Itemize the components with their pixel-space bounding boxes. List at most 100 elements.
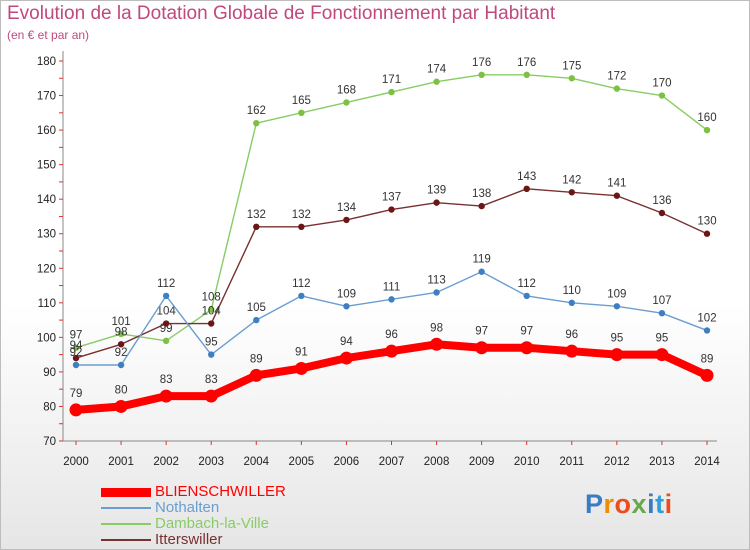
data-point	[114, 399, 128, 413]
y-tick-label: 140	[37, 194, 56, 206]
data-point	[117, 341, 125, 348]
y-tick-label: 90	[43, 367, 56, 379]
proxiti-logo: Proxiti	[585, 489, 673, 519]
data-point	[117, 330, 125, 338]
data-label: 89	[701, 353, 714, 365]
data-point	[249, 368, 263, 382]
data-label: 112	[157, 278, 175, 290]
y-tick-label: 80	[43, 401, 56, 413]
chart-title: Evolution de la Dotation Globale de Fonc…	[7, 3, 556, 24]
data-label: 119	[472, 254, 490, 266]
x-tick-label: 2001	[108, 456, 134, 468]
data-point	[339, 351, 353, 365]
data-point	[72, 344, 80, 351]
data-point	[523, 292, 530, 300]
data-label: 94	[70, 340, 83, 352]
y-tick-label: 110	[38, 298, 56, 310]
data-point	[343, 303, 350, 310]
data-label: 83	[205, 374, 218, 386]
data-point	[385, 344, 398, 358]
x-tick-label: 2014	[694, 456, 720, 468]
data-point	[117, 361, 125, 369]
data-point	[253, 316, 260, 324]
series-blienschwiller: 79 80 83 83 89 91 94 96 98 97 97 96 95 95 89	[69, 322, 714, 417]
data-point	[433, 199, 440, 206]
data-label: 94	[340, 336, 353, 348]
data-label: 137	[382, 192, 401, 204]
data-label: 97	[70, 330, 83, 342]
series-layer: 97 101 99 108 162 165 168 171 174 176 176 175 172 170…	[69, 57, 717, 417]
data-point	[253, 223, 260, 231]
data-label: 97	[520, 326, 533, 338]
data-point	[72, 354, 80, 362]
x-tick-label: 2000	[63, 456, 89, 468]
data-label: 83	[160, 374, 173, 386]
data-label: 109	[607, 288, 626, 300]
y-tick-label: 70	[43, 436, 56, 448]
data-point	[72, 361, 80, 369]
chart-axes: 70 80 90 100 110 120 130 140 150 160 170 180 2000 200…	[37, 51, 720, 468]
data-point	[475, 341, 489, 355]
data-label: 142	[562, 174, 581, 186]
legend-swatch	[101, 523, 151, 525]
data-point	[613, 303, 621, 310]
data-label: 105	[247, 302, 266, 314]
data-label: 91	[295, 346, 308, 358]
data-point	[433, 289, 440, 296]
data-point	[613, 192, 621, 199]
x-tick-label: 2004	[243, 456, 269, 468]
data-label: 176	[472, 57, 491, 69]
data-point	[388, 296, 395, 303]
chart-subtitle: (en € et par an)	[7, 28, 90, 42]
data-point	[208, 320, 215, 327]
data-label: 101	[111, 316, 130, 328]
data-label: 98	[430, 322, 443, 334]
data-point	[159, 389, 173, 403]
data-label: 138	[472, 188, 491, 200]
y-tick-label: 180	[37, 56, 56, 68]
data-label: 104	[157, 306, 177, 318]
data-point	[523, 71, 530, 79]
data-label: 107	[652, 295, 671, 307]
data-point	[703, 126, 711, 134]
data-point	[162, 337, 170, 345]
data-label: 136	[652, 195, 671, 207]
data-label: 130	[697, 216, 716, 228]
data-point	[658, 209, 666, 217]
legend-swatch	[101, 507, 151, 509]
x-tick-label: 2010	[514, 456, 540, 468]
data-point	[565, 344, 579, 358]
data-point	[388, 206, 395, 213]
data-label: 102	[697, 312, 716, 324]
data-point	[610, 348, 624, 362]
series-itterswiller: 94 98 104 104 132 132 134 137 139 138 143 142 141 136…	[70, 171, 717, 362]
data-label: 143	[517, 171, 536, 183]
data-point	[298, 109, 305, 117]
data-point	[343, 216, 350, 224]
data-label: 96	[385, 329, 398, 341]
data-point	[703, 327, 711, 334]
data-label: 95	[656, 333, 669, 345]
legend-label: Itterswiller	[155, 531, 223, 548]
data-label: 134	[337, 202, 357, 214]
x-tick-label: 2007	[379, 456, 405, 468]
data-label: 92	[70, 347, 83, 359]
legend-label: Nothalten	[155, 499, 220, 516]
x-tick-label: 2006	[334, 456, 360, 468]
data-label: 99	[160, 323, 173, 335]
data-label: 175	[562, 60, 581, 72]
data-point	[294, 361, 308, 375]
data-point	[568, 299, 575, 307]
data-label: 112	[292, 278, 310, 290]
data-label: 141	[607, 178, 626, 190]
x-tick-label: 2009	[469, 456, 495, 468]
data-point	[433, 78, 440, 85]
data-label: 170	[652, 78, 671, 90]
data-point	[658, 309, 666, 317]
data-label: 79	[70, 388, 83, 400]
series-dambach-la-ville: 97 101 99 108 162 165 168 171 174 176 176 175 172 170…	[70, 57, 717, 351]
data-label: 171	[382, 74, 401, 86]
data-point	[208, 351, 215, 358]
data-point	[613, 85, 621, 92]
